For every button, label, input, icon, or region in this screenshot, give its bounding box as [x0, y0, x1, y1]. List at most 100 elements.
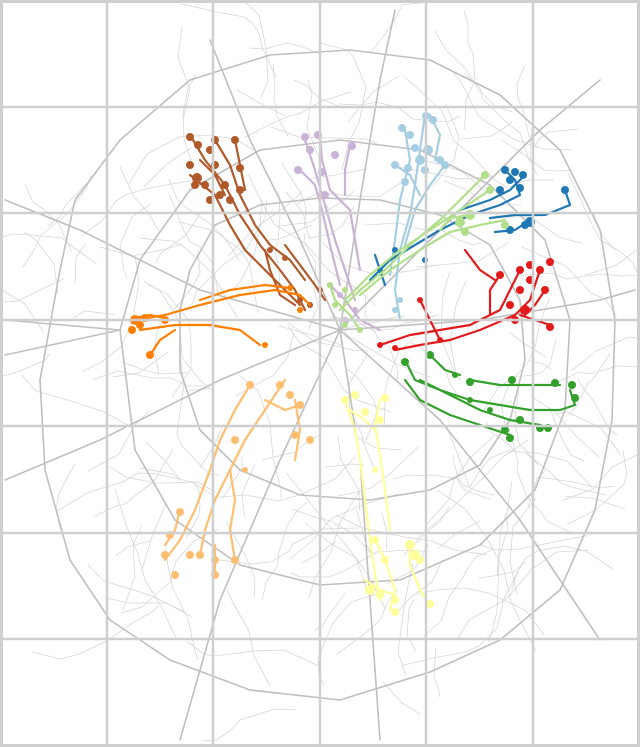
minor-road: [267, 224, 313, 241]
minor-road: [139, 467, 181, 481]
route-stop: [297, 297, 303, 303]
minor-road: [87, 564, 186, 613]
route-line: [393, 268, 542, 352]
minor-road: [145, 441, 181, 480]
minor-road: [511, 545, 614, 590]
minor-road: [306, 79, 330, 210]
minor-road: [555, 411, 621, 455]
route-stop: [416, 556, 424, 564]
minor-road: [565, 496, 626, 510]
route-stop: [391, 608, 399, 616]
route-stop: [561, 186, 569, 194]
route-stop: [341, 396, 349, 404]
major-road: [339, 329, 601, 641]
route-stop: [357, 327, 363, 333]
route-stop: [516, 286, 524, 294]
route-stop: [372, 467, 378, 473]
minor-road: [445, 424, 470, 487]
route-stop: [342, 322, 348, 328]
route-stop: [128, 326, 136, 334]
route-line: [343, 398, 382, 602]
minor-road: [274, 191, 281, 289]
route-stop: [294, 166, 302, 174]
route-stop: [406, 131, 414, 139]
route-stop: [426, 351, 434, 359]
route-stop: [401, 358, 409, 366]
route-stop: [196, 551, 204, 559]
minor-road: [57, 472, 216, 512]
minor-road: [261, 501, 308, 600]
minor-road: [496, 480, 513, 575]
major-road: [339, 289, 636, 331]
minor-road: [276, 190, 355, 227]
minor-road: [143, 280, 212, 391]
route-line: [403, 163, 447, 247]
route-stop: [351, 391, 359, 399]
major-road: [179, 329, 341, 741]
minor-road: [423, 548, 495, 637]
route-stop: [161, 551, 169, 559]
route-line: [373, 398, 392, 532]
route-stop: [511, 168, 519, 176]
minor-road: [514, 389, 539, 465]
major-road: [4, 329, 341, 481]
major-road: [339, 9, 396, 331]
route-stop: [404, 164, 412, 172]
minor-road: [121, 528, 220, 614]
minor-road: [393, 559, 443, 617]
route-stop: [381, 394, 389, 402]
minor-road: [354, 435, 402, 451]
minor-road: [55, 463, 76, 538]
route-stop: [506, 434, 514, 442]
minor-road: [527, 470, 546, 508]
minor-road: [509, 332, 547, 358]
route-stop: [487, 407, 493, 413]
route-stop: [361, 408, 369, 416]
route-line: [438, 213, 472, 232]
route-stop: [441, 161, 449, 169]
minor-road: [93, 370, 205, 387]
route-stop: [331, 151, 339, 159]
minor-road: [577, 379, 618, 436]
minor-road: [537, 476, 616, 489]
minor-road: [341, 315, 406, 331]
route-stop: [465, 210, 475, 220]
route-line: [393, 113, 427, 322]
route-stop: [401, 178, 409, 186]
route-stop: [536, 266, 544, 274]
route-stop: [452, 372, 458, 378]
minor-road: [138, 237, 238, 318]
route-line: [163, 508, 182, 547]
route-stop: [506, 301, 514, 309]
route-stop: [216, 191, 224, 199]
minor-road: [155, 210, 202, 264]
minor-road: [516, 64, 538, 149]
minor-road: [463, 10, 476, 130]
route-stop: [186, 133, 194, 141]
route-stop: [481, 171, 489, 179]
route-line: [343, 143, 352, 197]
minor-road: [212, 456, 356, 502]
route-stop: [508, 376, 516, 384]
route-stop: [415, 155, 425, 165]
route-stop: [423, 145, 433, 155]
minor-road: [437, 490, 537, 652]
route-stop: [437, 337, 443, 343]
route-stop: [321, 191, 329, 199]
route-stop: [381, 556, 389, 564]
minor-road: [469, 450, 592, 488]
minor-road: [393, 474, 495, 496]
route-stop: [291, 431, 299, 439]
minor-road: [509, 498, 537, 595]
route-stop: [455, 217, 465, 227]
minor-road: [244, 91, 352, 138]
route-stop: [276, 381, 284, 389]
route-line: [293, 398, 302, 462]
minor-road: [202, 708, 297, 742]
route-stop: [571, 394, 579, 402]
major-road: [4, 199, 341, 331]
route-line: [228, 468, 237, 562]
route-stop: [201, 181, 209, 189]
minor-road: [47, 181, 90, 227]
route-light-orange: [161, 378, 314, 579]
